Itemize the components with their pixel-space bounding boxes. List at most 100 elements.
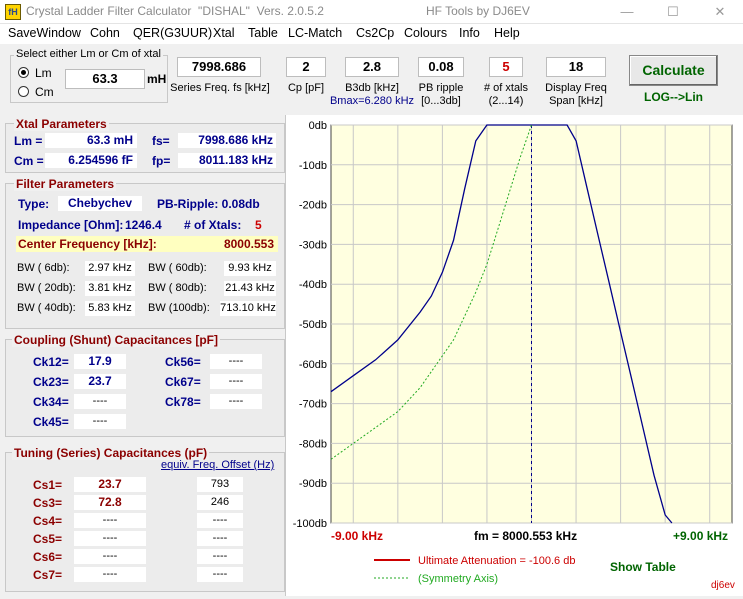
cs3-value: 72.8 — [74, 495, 146, 510]
y-tick-label: -70db — [299, 399, 327, 411]
pb-ripple-info: PB-Ripple: 0.08db — [157, 197, 260, 211]
menu-cohn[interactable]: Cohn — [90, 26, 120, 40]
bw-40db-label: BW ( 40db): — [17, 302, 76, 314]
fp-label: fp= — [152, 154, 171, 168]
ck67-value: ---- — [210, 374, 262, 389]
title-author: HF Tools by DJ6EV — [426, 4, 530, 18]
ck78-label: Ck78= — [165, 395, 201, 409]
ck56-value: ---- — [210, 354, 262, 369]
cs5-offset: ---- — [197, 531, 243, 546]
bw-6db-value: 2.97 kHz — [85, 261, 135, 276]
cm-value: 6.254596 fF — [45, 153, 137, 168]
y-tick-labels: 0db -10db -20db -30db -40db -50db -60db -70db -8… — [293, 120, 327, 530]
cm-radio[interactable] — [18, 86, 29, 97]
filter-response-curve — [330, 124, 673, 524]
menu-xtal[interactable]: Xtal — [213, 26, 235, 40]
impedance-label: Impedance [Ohm]: — [18, 218, 124, 232]
ck23-label: Ck23= — [33, 375, 69, 389]
cs1-value: 23.7 — [74, 477, 146, 492]
menu-bar — [0, 24, 743, 44]
ck34-label: Ck34= — [33, 395, 69, 409]
ck12-value: 17.9 — [74, 354, 126, 369]
y-tick-label: -50db — [299, 319, 327, 331]
b3db-input[interactable]: 2.8 — [345, 57, 399, 77]
show-table-button[interactable]: Show Table — [610, 560, 676, 574]
num-xtals-input[interactable]: 5 — [489, 57, 523, 77]
cp-label: Cp [pF] — [287, 82, 325, 94]
y-tick-label: -40db — [299, 279, 327, 291]
lm-cm-unit: mH — [147, 72, 167, 86]
y-tick-label: 0db — [309, 120, 327, 132]
menu-info[interactable]: Info — [459, 26, 480, 40]
y-tick-label: -60db — [299, 359, 327, 371]
center-frequency-label: Center Frequency [kHz]: — [18, 237, 157, 251]
pb-ripple-input[interactable]: 0.08 — [418, 57, 464, 77]
cp-input[interactable]: 2 — [286, 57, 326, 77]
log-lin-toggle[interactable]: LOG-->Lin — [644, 90, 703, 104]
symmetry-curve — [330, 124, 532, 460]
lm-label: Lm = — [14, 134, 43, 148]
bw-40db-value: 5.83 kHz — [85, 301, 135, 316]
bmax-note: Bmax=6.280 kHz — [329, 95, 415, 107]
window-title: Crystal Ladder Filter Calculator "DISHAL… — [26, 4, 324, 18]
y-tick-label: -20db — [299, 200, 327, 212]
pb-ripple-label: PB ripple — [418, 82, 464, 94]
cm-label: Cm = — [14, 154, 44, 168]
response-chart: 0db -10db -20db -30db -40db -50db -60db -70db -8… — [293, 120, 735, 591]
lm-radio-label: Lm — [35, 66, 52, 80]
display-span-input[interactable]: 18 — [546, 57, 606, 77]
menu-table[interactable]: Table — [248, 26, 278, 40]
menu-qer[interactable]: QER(G3UUR) — [133, 26, 213, 40]
curves — [330, 124, 673, 524]
y-tick-label: -80db — [299, 438, 327, 450]
cs7-offset: ---- — [197, 567, 243, 582]
impedance-value: 1246.4 — [125, 218, 162, 232]
ck45-value: ---- — [74, 414, 126, 429]
center-frequency-row — [16, 236, 278, 252]
bw-80db-label: BW ( 80db): — [148, 282, 207, 294]
menu-colours[interactable]: Colours — [404, 26, 448, 40]
cs5-label: Cs5= — [33, 532, 63, 546]
cs3-label: Cs3= — [33, 496, 63, 510]
y-tick-label: -10db — [299, 160, 327, 172]
pb-ripple-range: [0...3db] — [421, 95, 461, 107]
x-center-label: fm = 8000.553 kHz — [474, 529, 577, 543]
num-xtals-label: # of xtals — [483, 82, 529, 94]
attenuation-legend: Ultimate Attenuation = -100.6 db — [418, 555, 575, 567]
calculate-button[interactable]: Calculate — [629, 55, 718, 86]
fs-label: fs= — [152, 134, 170, 148]
xtals-value: 5 — [255, 218, 262, 232]
app-icon: fH — [5, 4, 21, 20]
freq-offset-link[interactable]: equiv. Freq. Offset (Hz) — [161, 459, 275, 471]
ck45-label: Ck45= — [33, 415, 69, 429]
x-left-label: -9.00 kHz — [331, 529, 383, 543]
bw-20db-label: BW ( 20db): — [17, 282, 76, 294]
cs1-label: Cs1= — [33, 478, 63, 492]
lm-cm-value-input[interactable]: 63.3 — [65, 69, 145, 89]
close-icon[interactable]: ✕ — [714, 4, 726, 19]
bw-60db-value: 9.93 kHz — [224, 261, 276, 276]
y-tick-label: -30db — [299, 239, 327, 251]
display-span-unit: Span [kHz] — [549, 95, 603, 107]
type-label: Type: — [18, 197, 50, 211]
menu-lc-match[interactable]: LC-Match — [288, 26, 343, 40]
cs7-value: ---- — [74, 567, 146, 582]
y-tick-label: -90db — [299, 478, 327, 490]
title-bar — [0, 0, 743, 24]
ck23-value: 23.7 — [74, 374, 126, 389]
fs-value: 7998.686 kHz — [178, 133, 276, 148]
symmetry-legend: (Symmetry Axis) — [418, 573, 498, 585]
menu-savewindow[interactable]: SaveWindow — [8, 26, 81, 40]
maximize-icon[interactable]: ☐ — [667, 4, 679, 19]
lm-radio[interactable] — [18, 67, 29, 78]
series-freq-input[interactable]: 7998.686 — [177, 57, 261, 77]
selector-title: Select either Lm or Cm of xtal — [14, 48, 163, 60]
minimize-icon[interactable]: — — [620, 4, 634, 19]
menu-cs2cp[interactable]: Cs2Cp — [356, 26, 395, 40]
b3db-label: B3db [kHz] — [345, 82, 399, 94]
cs3-offset: 246 — [197, 495, 243, 510]
menu-help[interactable]: Help — [494, 26, 520, 40]
ck12-label: Ck12= — [33, 355, 69, 369]
ck78-value: ---- — [210, 394, 262, 409]
cs6-label: Cs6= — [33, 550, 63, 564]
